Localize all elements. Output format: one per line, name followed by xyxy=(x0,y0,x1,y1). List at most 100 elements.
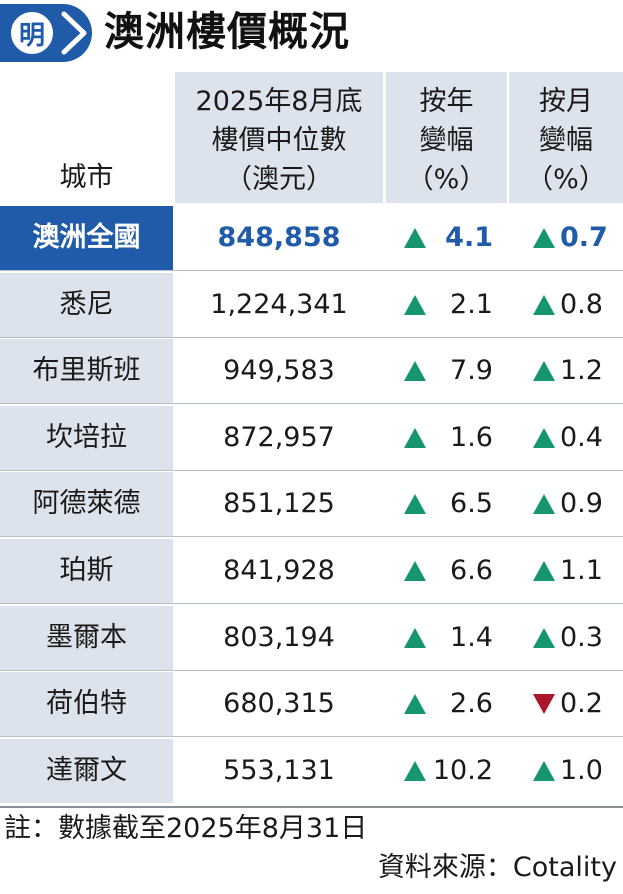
mom-change-cell: 1.1 xyxy=(509,539,623,603)
yoy-change-cell: 6.5 xyxy=(386,472,507,536)
city-cell: 珀斯 xyxy=(0,539,173,603)
mom-change-cell: 0.4 xyxy=(509,406,623,470)
column-header-yoy-label: 按年 變幅 （%） xyxy=(406,86,487,195)
yoy-change-cell: 2.6 xyxy=(386,672,507,736)
mom-value: 1.2 xyxy=(560,355,603,387)
table-row: 布里斯班 949,583 7.9 1.2 xyxy=(0,339,623,404)
triangle-up-icon xyxy=(404,361,426,382)
yoy-change-cell: 4.1 xyxy=(386,206,507,270)
triangle-up-icon xyxy=(404,561,426,581)
mom-value: 0.7 xyxy=(560,222,608,253)
median-price-cell: 553,131 xyxy=(223,754,335,786)
city-cell: 布里斯班 xyxy=(0,339,173,404)
yoy-value: 1.4 xyxy=(450,621,493,653)
yoy-change-cell: 2.1 xyxy=(386,273,507,337)
yoy-value: 7.9 xyxy=(450,355,493,387)
triangle-up-icon xyxy=(404,694,426,715)
table-row: 坎培拉 872,957 1.6 0.4 xyxy=(0,405,623,470)
median-price-cell: 851,125 xyxy=(223,488,335,520)
mom-value: 1.1 xyxy=(560,555,603,586)
city-cell: 悉尼 xyxy=(0,272,173,337)
mom-value: 0.9 xyxy=(560,488,603,520)
mom-change-cell: 0.3 xyxy=(509,606,623,670)
row-divider xyxy=(0,469,623,471)
table-row: 珀斯 841,928 6.6 1.1 xyxy=(0,539,623,603)
yoy-change-cell: 10.2 xyxy=(386,739,507,803)
yoy-value: 6.5 xyxy=(450,488,493,520)
source-credit: 資料來源：Cotality xyxy=(377,852,617,883)
yoy-value: 2.1 xyxy=(450,288,493,320)
row-divider xyxy=(0,536,623,538)
city-cell: 阿德萊德 xyxy=(0,472,173,537)
median-price-cell: 949,583 xyxy=(223,355,335,387)
table-row: 荷伯特 680,315 2.6 0.2 xyxy=(0,672,623,737)
triangle-up-icon xyxy=(533,294,555,315)
chevron-right-icon xyxy=(61,11,87,55)
median-price-cell: 841,928 xyxy=(223,555,335,586)
header: 明 澳洲樓價概況 xyxy=(0,0,623,70)
mom-value: 0.8 xyxy=(560,288,603,320)
row-divider xyxy=(0,403,623,405)
table-row: 悉尼 1,224,341 2.1 0.8 xyxy=(0,272,623,337)
column-header-median-price-label: 2025年8月底 樓價中位數 （澳元） xyxy=(195,86,363,195)
median-price-cell: 872,957 xyxy=(223,421,335,453)
median-price-cell: 680,315 xyxy=(223,688,335,720)
mom-change-cell: 1.2 xyxy=(509,339,623,403)
mom-value: 1.0 xyxy=(560,754,603,786)
table-row: 達爾文 553,131 10.2 1.0 xyxy=(0,738,623,803)
mom-value: 0.4 xyxy=(560,421,603,453)
triangle-up-icon xyxy=(533,228,555,248)
triangle-up-icon xyxy=(404,760,426,781)
price-table: 城市 2025年8月底 樓價中位數 （澳元） 按年 變幅 （%） 按月 變幅 （%） 澳洲全… xyxy=(0,72,623,812)
yoy-value: 10.2 xyxy=(432,754,493,786)
city-cell: 達爾文 xyxy=(0,738,173,803)
yoy-change-cell: 1.4 xyxy=(386,606,507,670)
mom-change-cell: 0.8 xyxy=(509,273,623,337)
yoy-change-cell: 1.6 xyxy=(386,406,507,470)
row-divider xyxy=(0,603,623,604)
yoy-change-cell: 7.9 xyxy=(386,339,507,403)
table-row: 澳洲全國 848,858 4.1 0.7 xyxy=(0,206,623,270)
mom-value: 0.3 xyxy=(560,621,603,653)
column-header-city: 城市 xyxy=(0,72,173,203)
row-divider xyxy=(0,270,623,271)
column-header-yoy: 按年 變幅 （%） xyxy=(386,72,507,203)
mom-change-cell: 0.2 xyxy=(509,672,623,736)
column-header-median-price: 2025年8月底 樓價中位數 （澳元） xyxy=(175,72,383,203)
triangle-up-icon xyxy=(533,561,555,581)
table-row: 阿德萊德 851,125 6.5 0.9 xyxy=(0,472,623,537)
city-cell: 澳洲全國 xyxy=(0,206,173,270)
city-cell: 荷伯特 xyxy=(0,672,173,737)
mom-change-cell: 0.7 xyxy=(509,206,623,270)
triangle-down-icon xyxy=(533,694,555,715)
row-divider xyxy=(0,736,623,738)
row-divider xyxy=(0,669,623,671)
mom-change-cell: 0.9 xyxy=(509,472,623,536)
table-row: 墨爾本 803,194 1.4 0.3 xyxy=(0,605,623,670)
column-header-mom: 按月 變幅 （%） xyxy=(509,72,623,203)
mom-value: 0.2 xyxy=(560,688,603,720)
triangle-up-icon xyxy=(533,427,555,448)
logo: 明 xyxy=(8,9,56,57)
median-price-cell: 848,858 xyxy=(217,222,341,253)
mom-change-cell: 1.0 xyxy=(509,739,623,803)
city-cell: 墨爾本 xyxy=(0,605,173,670)
column-header-mom-label: 按月 變幅 （%） xyxy=(526,86,606,195)
triangle-up-icon xyxy=(404,627,426,648)
triangle-up-icon xyxy=(404,294,426,315)
triangle-up-icon xyxy=(533,494,555,515)
yoy-value: 6.6 xyxy=(450,555,493,586)
column-header-city-label: 城市 xyxy=(59,162,114,193)
triangle-up-icon xyxy=(404,427,426,448)
triangle-up-icon xyxy=(404,228,426,248)
footer-divider xyxy=(0,806,623,808)
median-price-cell: 1,224,341 xyxy=(210,288,348,320)
page-title: 澳洲樓價概況 xyxy=(104,9,350,55)
triangle-up-icon xyxy=(533,760,555,781)
row-divider xyxy=(0,336,623,338)
yoy-value: 1.6 xyxy=(450,421,493,453)
footnote: 註：數據截至2025年8月31日 xyxy=(4,813,368,844)
yoy-change-cell: 6.6 xyxy=(386,539,507,603)
triangle-up-icon xyxy=(533,361,555,382)
triangle-up-icon xyxy=(533,627,555,648)
